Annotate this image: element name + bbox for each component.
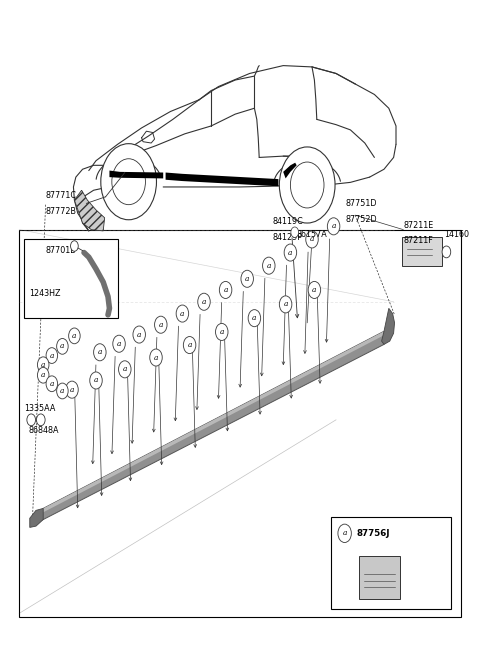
Circle shape bbox=[57, 383, 68, 399]
Text: 87211F: 87211F bbox=[403, 236, 433, 245]
Circle shape bbox=[37, 367, 49, 383]
Text: a: a bbox=[49, 380, 54, 388]
Text: 87211E: 87211E bbox=[403, 220, 433, 230]
Circle shape bbox=[176, 305, 189, 322]
Text: 84119C: 84119C bbox=[273, 217, 303, 226]
Polygon shape bbox=[30, 508, 43, 527]
Text: a: a bbox=[41, 361, 46, 369]
Text: 86157A: 86157A bbox=[297, 230, 327, 239]
Text: a: a bbox=[252, 314, 257, 322]
Circle shape bbox=[101, 144, 156, 220]
Circle shape bbox=[155, 316, 167, 333]
Text: a: a bbox=[245, 275, 250, 283]
Circle shape bbox=[37, 357, 49, 373]
Circle shape bbox=[133, 326, 145, 343]
Circle shape bbox=[442, 246, 451, 258]
Circle shape bbox=[279, 296, 292, 313]
Text: a: a bbox=[122, 365, 127, 373]
Circle shape bbox=[308, 281, 321, 298]
Circle shape bbox=[263, 257, 275, 274]
Text: a: a bbox=[288, 249, 293, 256]
Text: a: a bbox=[41, 371, 46, 379]
Polygon shape bbox=[43, 331, 384, 512]
Circle shape bbox=[46, 376, 58, 392]
Text: a: a bbox=[331, 222, 336, 230]
Circle shape bbox=[113, 335, 125, 352]
Text: a: a bbox=[180, 310, 185, 318]
Polygon shape bbox=[142, 131, 155, 143]
Circle shape bbox=[291, 227, 299, 237]
Circle shape bbox=[112, 159, 145, 205]
Circle shape bbox=[90, 372, 102, 389]
Circle shape bbox=[94, 344, 106, 361]
Circle shape bbox=[119, 361, 131, 378]
Text: a: a bbox=[154, 354, 158, 361]
Text: 87772B: 87772B bbox=[46, 207, 77, 216]
Text: a: a bbox=[94, 377, 98, 384]
Circle shape bbox=[198, 293, 210, 310]
Circle shape bbox=[338, 524, 351, 543]
Text: a: a bbox=[312, 286, 317, 294]
Circle shape bbox=[248, 310, 261, 327]
Circle shape bbox=[219, 281, 232, 298]
Polygon shape bbox=[283, 163, 297, 178]
Text: a: a bbox=[310, 236, 314, 243]
FancyBboxPatch shape bbox=[402, 237, 442, 266]
Circle shape bbox=[71, 241, 78, 251]
Text: a: a bbox=[283, 300, 288, 308]
Circle shape bbox=[150, 349, 162, 366]
Text: a: a bbox=[202, 298, 206, 306]
Text: a: a bbox=[266, 262, 271, 270]
Polygon shape bbox=[36, 331, 384, 522]
Text: 86848A: 86848A bbox=[29, 426, 60, 436]
Polygon shape bbox=[74, 190, 105, 231]
Text: a: a bbox=[72, 332, 77, 340]
Text: a: a bbox=[49, 352, 54, 359]
Polygon shape bbox=[109, 171, 163, 178]
Text: a: a bbox=[137, 331, 142, 338]
FancyBboxPatch shape bbox=[24, 239, 118, 318]
Circle shape bbox=[241, 270, 253, 287]
Circle shape bbox=[290, 162, 324, 208]
FancyBboxPatch shape bbox=[359, 556, 400, 599]
Text: a: a bbox=[342, 529, 347, 537]
Text: 1243HZ: 1243HZ bbox=[29, 289, 60, 298]
Text: 87701B: 87701B bbox=[46, 246, 76, 255]
Text: a: a bbox=[60, 387, 65, 395]
Text: a: a bbox=[219, 328, 224, 336]
Circle shape bbox=[306, 231, 318, 248]
Text: a: a bbox=[70, 386, 74, 394]
Circle shape bbox=[66, 381, 78, 398]
Text: 87752D: 87752D bbox=[346, 215, 377, 224]
Text: a: a bbox=[223, 286, 228, 294]
Text: a: a bbox=[60, 342, 65, 350]
Text: a: a bbox=[158, 321, 163, 329]
Text: 87751D: 87751D bbox=[346, 199, 377, 208]
Polygon shape bbox=[166, 173, 278, 186]
Circle shape bbox=[69, 328, 80, 344]
FancyBboxPatch shape bbox=[331, 517, 451, 609]
Text: a: a bbox=[97, 348, 102, 356]
Text: a: a bbox=[187, 341, 192, 349]
FancyBboxPatch shape bbox=[19, 230, 461, 617]
Circle shape bbox=[216, 323, 228, 340]
Text: 87771C: 87771C bbox=[46, 191, 77, 200]
Text: 1335AA: 1335AA bbox=[24, 403, 55, 413]
Text: 14160: 14160 bbox=[444, 230, 469, 239]
Text: a: a bbox=[117, 340, 121, 348]
Text: 87756J: 87756J bbox=[356, 529, 390, 538]
Circle shape bbox=[36, 414, 45, 426]
Text: 84129P: 84129P bbox=[273, 233, 302, 242]
Circle shape bbox=[46, 348, 58, 363]
Circle shape bbox=[183, 337, 196, 354]
Circle shape bbox=[279, 147, 335, 223]
Circle shape bbox=[57, 338, 68, 354]
Polygon shape bbox=[382, 308, 395, 344]
Circle shape bbox=[284, 244, 297, 261]
Circle shape bbox=[327, 218, 340, 235]
Circle shape bbox=[27, 414, 36, 426]
